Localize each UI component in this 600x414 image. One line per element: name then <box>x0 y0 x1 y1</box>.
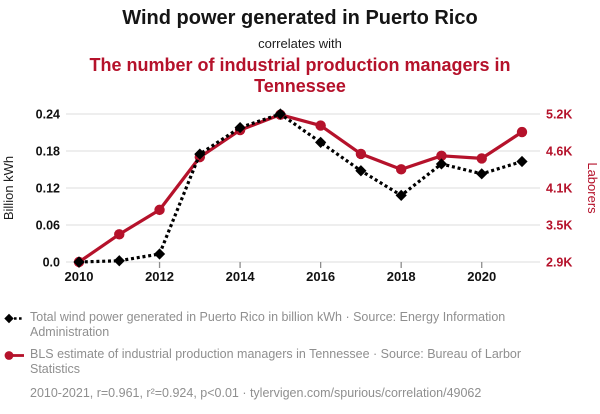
data-point-diamond <box>194 148 206 160</box>
data-point-circle <box>516 126 528 138</box>
legend-label-production-managers: BLS estimate of industrial production ma… <box>30 347 522 376</box>
data-point-diamond <box>395 189 407 201</box>
legend-footnote-stats-url: 2010-2021, r=0.961, r²=0.924, p<0.01 · t… <box>30 386 482 400</box>
chart-connector-text: correlates with <box>258 36 342 51</box>
x-axis-tick-label: 2018 <box>387 269 416 284</box>
data-point-circle <box>154 204 165 216</box>
data-point-circle <box>436 150 447 162</box>
x-axis-tick-label: 2020 <box>467 269 496 284</box>
chart-title: Wind power generated in Puerto Rico <box>122 7 478 29</box>
data-point-diamond <box>73 256 85 268</box>
black-diamond-dashed-line-icon <box>4 313 24 324</box>
legend-item-production-managers: BLS estimate of industrial production ma… <box>3 347 592 377</box>
left-axis-tick-label: 0.12 <box>36 182 60 196</box>
data-point-diamond <box>435 158 448 170</box>
red-circle-solid-line-icon <box>4 351 24 360</box>
legend-label-wind-power: Total wind power generated in Puerto Ric… <box>30 310 506 339</box>
series-line-circle <box>78 113 523 264</box>
chart-header: Wind power generated in Puerto Rico corr… <box>0 0 600 97</box>
data-point-diamond <box>113 255 125 267</box>
data-point-circle <box>355 148 367 160</box>
data-point-diamond <box>476 168 488 180</box>
chart-legend: Total wind power generated in Puerto Ric… <box>0 298 600 401</box>
series-line-diamond <box>78 112 523 264</box>
data-point-diamond <box>153 248 166 260</box>
data-point-circle <box>476 153 487 164</box>
right-axis-tick-label: 3.5K <box>546 219 572 233</box>
right-axis-tick-label: 5.2K <box>546 108 572 122</box>
right-axis-tick-label: 2.9K <box>546 256 572 270</box>
x-axis-tick-label: 2010 <box>65 269 94 284</box>
data-point-diamond <box>355 165 367 177</box>
data-point-diamond <box>516 155 528 168</box>
right-axis-tick-label: 4.6K <box>546 145 572 159</box>
data-point-circle <box>395 164 407 175</box>
legend-item-wind-power: Total wind power generated in Puerto Ric… <box>3 310 592 340</box>
data-point-circle <box>114 229 125 240</box>
right-axis-title: Laborers <box>585 162 600 214</box>
x-axis-tick-label: 2014 <box>226 269 256 284</box>
left-axis-tick-label: 0.18 <box>36 145 60 159</box>
left-axis-tick-label: 0.0 <box>43 256 60 270</box>
chart-subtitle: The number of industrial production mana… <box>89 55 511 96</box>
data-point-diamond <box>234 121 246 134</box>
x-axis-tick-label: 2016 <box>306 269 335 284</box>
data-point-diamond <box>315 136 327 148</box>
right-axis-tick-label: 4.1K <box>546 182 572 196</box>
left-axis-tick-label: 0.24 <box>36 108 60 122</box>
left-axis-tick-label: 0.06 <box>36 219 60 233</box>
x-axis-tick-label: 2012 <box>145 269 174 284</box>
data-point-circle <box>315 120 326 131</box>
dual-axis-line-chart: 0.0 2.9K 0.06 3.5K 0.12 4.1K 0.18 4.6K 0.24 5.2K 2… <box>1 108 600 285</box>
left-axis-title: Billion kWh <box>1 156 16 220</box>
